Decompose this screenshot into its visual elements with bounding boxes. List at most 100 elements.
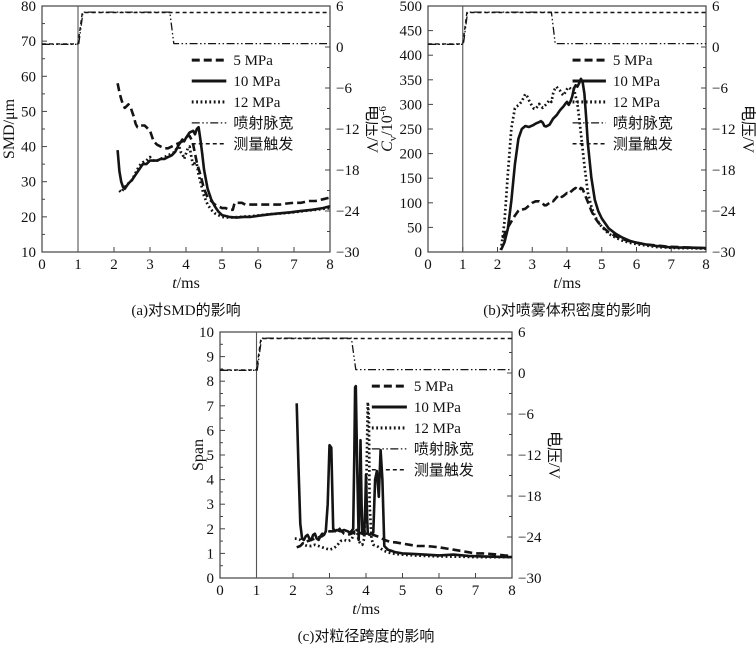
svg-text:−6: −6 bbox=[712, 81, 728, 97]
svg-text:2: 2 bbox=[207, 522, 215, 538]
svg-text:20: 20 bbox=[21, 210, 36, 226]
svg-text:−30: −30 bbox=[336, 245, 359, 261]
svg-text:−18: −18 bbox=[518, 489, 541, 505]
svg-text:1: 1 bbox=[74, 257, 82, 273]
svg-text:10 MPa: 10 MPa bbox=[414, 400, 461, 416]
svg-text:400: 400 bbox=[400, 48, 423, 64]
svg-text:电压/V: 电压/V bbox=[739, 105, 756, 153]
svg-text:0: 0 bbox=[424, 257, 432, 273]
svg-text:10: 10 bbox=[21, 245, 36, 261]
svg-text:7: 7 bbox=[668, 257, 676, 273]
svg-text:Cv/10-6: Cv/10-6 bbox=[378, 106, 399, 152]
svg-text:0: 0 bbox=[336, 40, 344, 56]
svg-text:500: 500 bbox=[400, 0, 423, 15]
svg-text:4: 4 bbox=[563, 257, 571, 273]
chart-b-block: 0 1 2 3 4 5 6 7 8 0 50 100 150 200 250 300 350 400 450 500 6… bbox=[378, 0, 756, 326]
svg-text:100: 100 bbox=[400, 196, 423, 212]
svg-text:30: 30 bbox=[21, 175, 36, 191]
chart-c-caption: (c)对粒径跨度的影响 bbox=[297, 629, 435, 645]
svg-text:2: 2 bbox=[494, 257, 502, 273]
svg-text:50: 50 bbox=[407, 220, 422, 236]
svg-text:250: 250 bbox=[400, 122, 423, 138]
svg-text:电压/V: 电压/V bbox=[363, 105, 378, 153]
svg-text:测量触发: 测量触发 bbox=[414, 462, 474, 479]
svg-text:0: 0 bbox=[216, 583, 224, 599]
svg-text:6: 6 bbox=[435, 583, 443, 599]
svg-text:8: 8 bbox=[702, 257, 710, 273]
svg-text:−6: −6 bbox=[518, 407, 534, 423]
svg-text:5: 5 bbox=[399, 583, 407, 599]
svg-text:8: 8 bbox=[326, 257, 334, 273]
svg-text:测量触发: 测量触发 bbox=[613, 136, 673, 153]
svg-text:450: 450 bbox=[400, 24, 423, 40]
svg-text:−24: −24 bbox=[712, 204, 736, 220]
svg-text:t/ms: t/ms bbox=[352, 601, 380, 618]
svg-text:4: 4 bbox=[182, 257, 190, 273]
chart-c-block: 0 1 2 3 4 5 6 7 8 0 1 2 3 4 5 6 7 8 9 10 6 0 −6 −12 −18 −24 −30 Spa… bbox=[189, 326, 567, 652]
svg-text:喷射脉宽: 喷射脉宽 bbox=[233, 115, 293, 132]
svg-text:60: 60 bbox=[21, 69, 36, 85]
svg-text:0: 0 bbox=[415, 245, 423, 261]
svg-text:−6: −6 bbox=[336, 81, 352, 97]
chart-a-caption: (a)对SMD的影响 bbox=[131, 303, 241, 319]
svg-text:0: 0 bbox=[207, 571, 215, 587]
svg-text:t/ms: t/ms bbox=[553, 275, 581, 292]
svg-text:3: 3 bbox=[326, 583, 334, 599]
svg-text:12 MPa: 12 MPa bbox=[414, 421, 461, 437]
chart-b-caption: (b)对喷雾体积密度的影响 bbox=[483, 303, 651, 319]
svg-text:1: 1 bbox=[459, 257, 467, 273]
svg-text:t/ms: t/ms bbox=[172, 275, 200, 292]
svg-text:40: 40 bbox=[21, 140, 36, 156]
svg-text:电压/V: 电压/V bbox=[545, 431, 563, 479]
svg-text:6: 6 bbox=[207, 423, 215, 439]
svg-text:6: 6 bbox=[336, 0, 344, 15]
svg-text:7: 7 bbox=[472, 583, 480, 599]
chart-b-canvas: 0 1 2 3 4 5 6 7 8 0 50 100 150 200 250 300 350 400 450 500 6… bbox=[378, 0, 756, 292]
svg-text:−24: −24 bbox=[336, 204, 360, 220]
svg-text:1: 1 bbox=[207, 546, 215, 562]
svg-text:70: 70 bbox=[21, 34, 36, 50]
svg-text:10 MPa: 10 MPa bbox=[613, 74, 660, 90]
svg-text:2: 2 bbox=[289, 583, 297, 599]
svg-text:3: 3 bbox=[207, 497, 215, 513]
svg-text:−24: −24 bbox=[518, 530, 542, 546]
svg-text:0: 0 bbox=[518, 366, 526, 382]
svg-text:Span: Span bbox=[190, 439, 207, 471]
svg-text:喷射脉宽: 喷射脉宽 bbox=[414, 441, 474, 458]
svg-text:−18: −18 bbox=[712, 163, 735, 179]
svg-text:−18: −18 bbox=[336, 163, 359, 179]
svg-text:5: 5 bbox=[207, 448, 215, 464]
svg-text:8: 8 bbox=[207, 374, 215, 390]
svg-text:2: 2 bbox=[110, 257, 118, 273]
svg-text:5 MPa: 5 MPa bbox=[233, 53, 273, 69]
svg-text:5 MPa: 5 MPa bbox=[613, 53, 653, 69]
svg-text:10: 10 bbox=[199, 326, 214, 341]
svg-text:0: 0 bbox=[712, 40, 720, 56]
chart-c-canvas: 0 1 2 3 4 5 6 7 8 0 1 2 3 4 5 6 7 8 9 10 6 0 −6 −12 −18 −24 −30 Spa… bbox=[190, 326, 563, 618]
svg-text:−12: −12 bbox=[712, 122, 735, 138]
svg-text:12 MPa: 12 MPa bbox=[233, 95, 280, 111]
svg-text:7: 7 bbox=[207, 399, 215, 415]
svg-text:10 MPa: 10 MPa bbox=[233, 74, 280, 90]
svg-text:0: 0 bbox=[38, 257, 46, 273]
svg-text:−30: −30 bbox=[712, 245, 735, 261]
svg-text:7: 7 bbox=[290, 257, 298, 273]
svg-text:50: 50 bbox=[21, 104, 36, 120]
svg-text:350: 350 bbox=[400, 73, 423, 89]
svg-text:8: 8 bbox=[508, 583, 516, 599]
svg-text:SMD/μm: SMD/μm bbox=[1, 98, 18, 159]
svg-text:3: 3 bbox=[146, 257, 154, 273]
svg-text:4: 4 bbox=[207, 473, 215, 489]
svg-text:200: 200 bbox=[400, 147, 423, 163]
svg-text:150: 150 bbox=[400, 171, 423, 187]
svg-text:6: 6 bbox=[518, 326, 526, 341]
svg-text:3: 3 bbox=[529, 257, 537, 273]
svg-text:4: 4 bbox=[362, 583, 370, 599]
svg-text:6: 6 bbox=[254, 257, 262, 273]
svg-text:−12: −12 bbox=[518, 448, 541, 464]
svg-text:−30: −30 bbox=[518, 571, 541, 587]
chart-a-block: 0 1 2 3 4 5 6 7 8 10 20 30 40 50 60 70 80 6 0 −6 −12 −18 −24 −3… bbox=[0, 0, 378, 326]
svg-text:6: 6 bbox=[712, 0, 720, 15]
